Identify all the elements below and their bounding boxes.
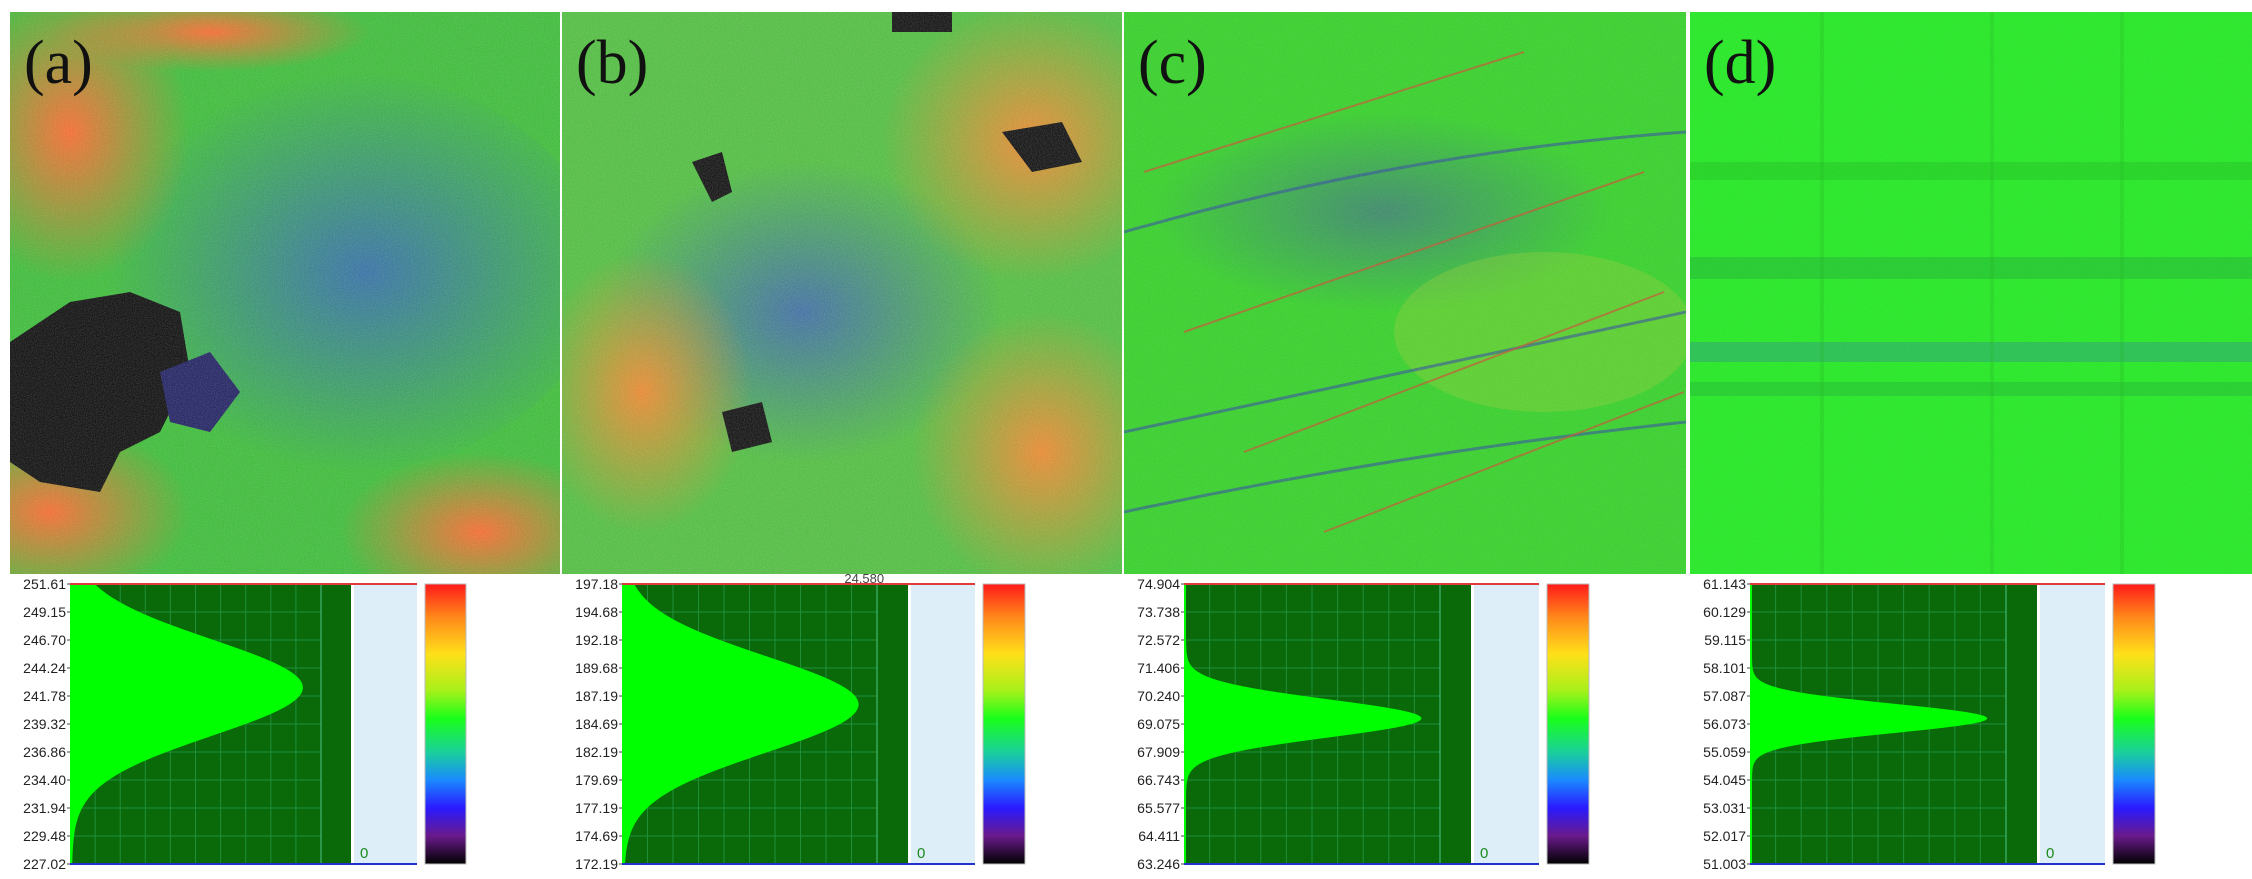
surface-map-a: (a) [10, 12, 560, 574]
histogram-zero-label: 0 [360, 845, 368, 862]
histogram-tick-label: 234.40 [23, 772, 66, 788]
histogram-tick-label: 231.94 [23, 800, 66, 816]
histogram-tick-label: 194.68 [575, 604, 618, 620]
histogram-tick-label: 74.904 [1137, 576, 1180, 592]
panel-label-a: (a) [24, 29, 93, 97]
histogram-tick-label: 70.240 [1137, 688, 1180, 704]
histogram-color-bar [424, 583, 467, 865]
surface-map-c: (c) [1124, 12, 1686, 574]
histogram-distribution [70, 584, 303, 864]
histogram-tick-label: 192.18 [575, 632, 618, 648]
surface-map-c-image [1124, 12, 1686, 574]
histogram-tick-label: 239.32 [23, 716, 66, 732]
panel-label-b: (b) [576, 29, 649, 97]
histogram-tick-label: 174.69 [575, 828, 618, 844]
histogram-tick-label: 55.059 [1703, 744, 1746, 760]
histogram-svg: 0 197.18 194.68 192.18 189.68 187.19 184.69 182… [575, 571, 1026, 872]
histogram-tick-label: 189.68 [575, 660, 618, 676]
histogram-tick-label: 182.19 [575, 744, 618, 760]
histogram-tick-label: 241.78 [23, 688, 66, 704]
histogram-color-bar [2112, 583, 2156, 865]
histogram-tick-label: 64.411 [1138, 828, 1180, 844]
histogram-legend-strip [2040, 584, 2105, 864]
histogram-tick-label: 197.18 [575, 576, 618, 592]
histogram-legend-strip [1474, 584, 1539, 864]
histogram-svg: 0 74.904 73.738 72.572 71.406 70.240 69.075 67.… [1137, 576, 1590, 872]
surface-map-d-image [1690, 12, 2252, 574]
histogram-color-bar [982, 583, 1026, 865]
histogram-top-label: 24.580 [844, 571, 884, 586]
histogram-b: 0 197.18 194.68 192.18 189.68 187.19 184.69 182… [562, 571, 1122, 872]
histogram-zero-label: 0 [917, 845, 925, 862]
surface-map-b-image [562, 12, 1122, 574]
histogram-distribution [1750, 584, 1988, 864]
histogram-tick-label: 179.69 [575, 772, 618, 788]
histogram-tick-label: 51.003 [1703, 856, 1746, 872]
panel-label-c: (c) [1138, 29, 1207, 97]
histogram-tick-label: 69.075 [1137, 716, 1180, 732]
histogram-tick-label: 246.70 [23, 632, 66, 648]
histogram-distribution [622, 584, 859, 864]
histogram-svg: 0 251.61 249.15 246.70 244.24 241.78 239.32 236… [23, 576, 467, 872]
surface-map-a-image [10, 12, 560, 574]
histogram-tick-label: 236.86 [23, 744, 66, 760]
histogram-legend-strip [354, 584, 417, 864]
histogram-tick-label: 66.743 [1137, 772, 1180, 788]
histogram-tick-label: 177.19 [575, 800, 618, 816]
histogram-tick-label: 59.115 [1704, 632, 1746, 648]
histogram-tick-label: 52.017 [1703, 828, 1746, 844]
histogram-svg: 0 61.143 60.129 59.115 58.101 57.087 56.073 55.… [1703, 576, 2156, 872]
histogram-legend-strip [911, 584, 975, 864]
histogram-zero-label: 0 [1480, 845, 1488, 862]
histogram-tick-label: 63.246 [1137, 856, 1180, 872]
histogram-c: 0 74.904 73.738 72.572 71.406 70.240 69.075 67.… [1124, 576, 1686, 872]
histogram-tick-label: 187.19 [575, 688, 618, 704]
histogram-tick-label: 229.48 [23, 828, 66, 844]
histogram-d: 0 61.143 60.129 59.115 58.101 57.087 56.073 55.… [1690, 576, 2252, 872]
surface-map-b: (b) [562, 12, 1122, 574]
histogram-tick-label: 57.087 [1703, 688, 1746, 704]
histogram-tick-label: 54.045 [1703, 772, 1746, 788]
histogram-tick-label: 53.031 [1703, 800, 1746, 816]
histogram-distribution [1184, 584, 1422, 864]
histogram-tick-label: 172.19 [575, 856, 618, 872]
histogram-zero-label: 0 [2046, 845, 2054, 862]
histogram-tick-label: 73.738 [1137, 604, 1180, 620]
histogram-tick-label: 244.24 [23, 660, 66, 676]
histogram-tick-label: 58.101 [1703, 660, 1746, 676]
histogram-tick-label: 249.15 [23, 604, 66, 620]
histogram-a: 0 251.61 249.15 246.70 244.24 241.78 239.32 236… [10, 576, 562, 872]
histogram-tick-label: 60.129 [1703, 604, 1746, 620]
histogram-tick-label: 227.02 [23, 856, 66, 872]
histogram-tick-label: 184.69 [575, 716, 618, 732]
histogram-tick-label: 65.577 [1137, 800, 1180, 816]
histogram-color-bar [1546, 583, 1590, 865]
surface-map-d: (d) [1690, 12, 2252, 574]
histogram-tick-label: 56.073 [1703, 716, 1746, 732]
panel-label-d: (d) [1704, 29, 1777, 97]
histogram-tick-label: 251.61 [23, 576, 66, 592]
histogram-tick-label: 67.909 [1137, 744, 1180, 760]
histogram-tick-label: 61.143 [1703, 576, 1746, 592]
histogram-tick-label: 71.406 [1137, 660, 1180, 676]
histogram-tick-label: 72.572 [1137, 632, 1180, 648]
